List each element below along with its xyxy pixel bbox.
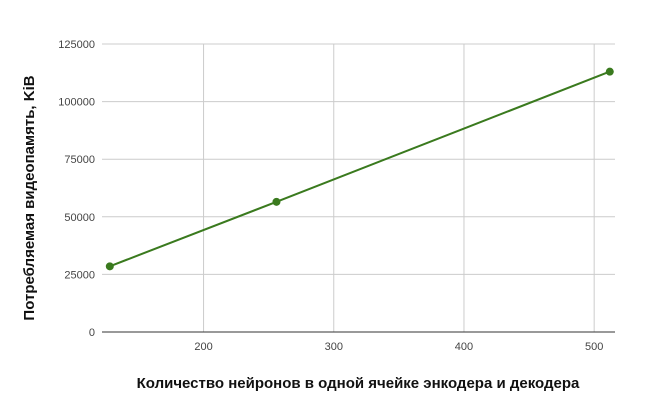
y-tick-label: 125000 <box>58 39 95 51</box>
grid-lines <box>102 43 615 332</box>
y-tick-labels: 0 25000 50000 75000 100000 125000 <box>58 39 95 339</box>
y-tick-label: 100000 <box>58 97 95 109</box>
x-tick-label: 200 <box>194 341 212 353</box>
y-axis-title: Потребляемая видеопамять, KiB <box>21 75 38 320</box>
y-tick-label: 75000 <box>64 154 95 166</box>
x-tick-label: 400 <box>455 341 473 353</box>
series-line <box>109 70 611 268</box>
data-point <box>105 262 114 271</box>
data-point <box>605 67 614 76</box>
y-tick-label: 50000 <box>64 212 95 224</box>
x-axis-title: Количество нейронов в одной ячейке энкод… <box>137 375 580 392</box>
y-tick-label: 0 <box>89 327 95 339</box>
x-tick-labels: 200 300 400 500 <box>194 341 603 353</box>
series-group <box>105 67 614 271</box>
data-point <box>272 197 281 206</box>
x-tick-label: 300 <box>325 341 343 353</box>
y-tick-label: 25000 <box>64 269 95 281</box>
x-tick-label: 500 <box>585 341 603 353</box>
